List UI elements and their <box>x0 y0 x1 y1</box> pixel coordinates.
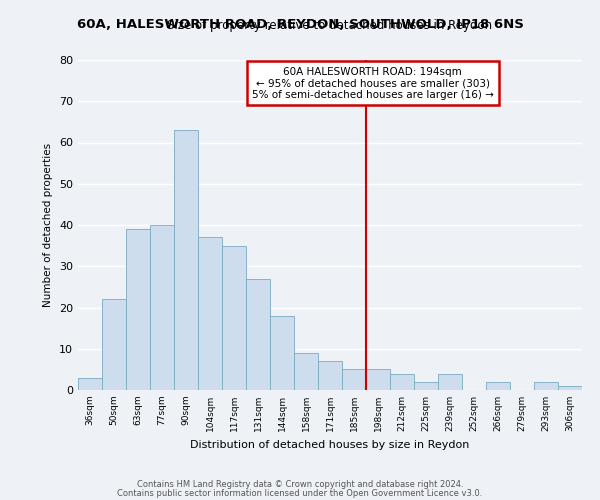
Y-axis label: Number of detached properties: Number of detached properties <box>43 143 53 307</box>
Bar <box>198 238 222 390</box>
Bar <box>366 370 390 390</box>
Bar <box>486 382 510 390</box>
Bar <box>150 225 174 390</box>
Bar <box>78 378 102 390</box>
Bar <box>558 386 582 390</box>
Bar <box>174 130 198 390</box>
Bar <box>438 374 462 390</box>
Bar <box>390 374 414 390</box>
Bar <box>102 299 126 390</box>
Title: Size of property relative to detached houses in Reydon: Size of property relative to detached ho… <box>167 20 493 32</box>
Text: Contains public sector information licensed under the Open Government Licence v3: Contains public sector information licen… <box>118 488 482 498</box>
Bar <box>342 370 366 390</box>
X-axis label: Distribution of detached houses by size in Reydon: Distribution of detached houses by size … <box>190 440 470 450</box>
Bar <box>534 382 558 390</box>
Bar <box>270 316 294 390</box>
Bar <box>318 361 342 390</box>
Text: 60A, HALESWORTH ROAD, REYDON, SOUTHWOLD, IP18 6NS: 60A, HALESWORTH ROAD, REYDON, SOUTHWOLD,… <box>77 18 523 30</box>
Text: Contains HM Land Registry data © Crown copyright and database right 2024.: Contains HM Land Registry data © Crown c… <box>137 480 463 489</box>
Bar <box>294 353 318 390</box>
Bar <box>222 246 246 390</box>
Bar <box>246 278 270 390</box>
Bar <box>126 229 150 390</box>
Bar <box>414 382 438 390</box>
Text: 60A HALESWORTH ROAD: 194sqm
← 95% of detached houses are smaller (303)
5% of sem: 60A HALESWORTH ROAD: 194sqm ← 95% of det… <box>252 66 494 100</box>
